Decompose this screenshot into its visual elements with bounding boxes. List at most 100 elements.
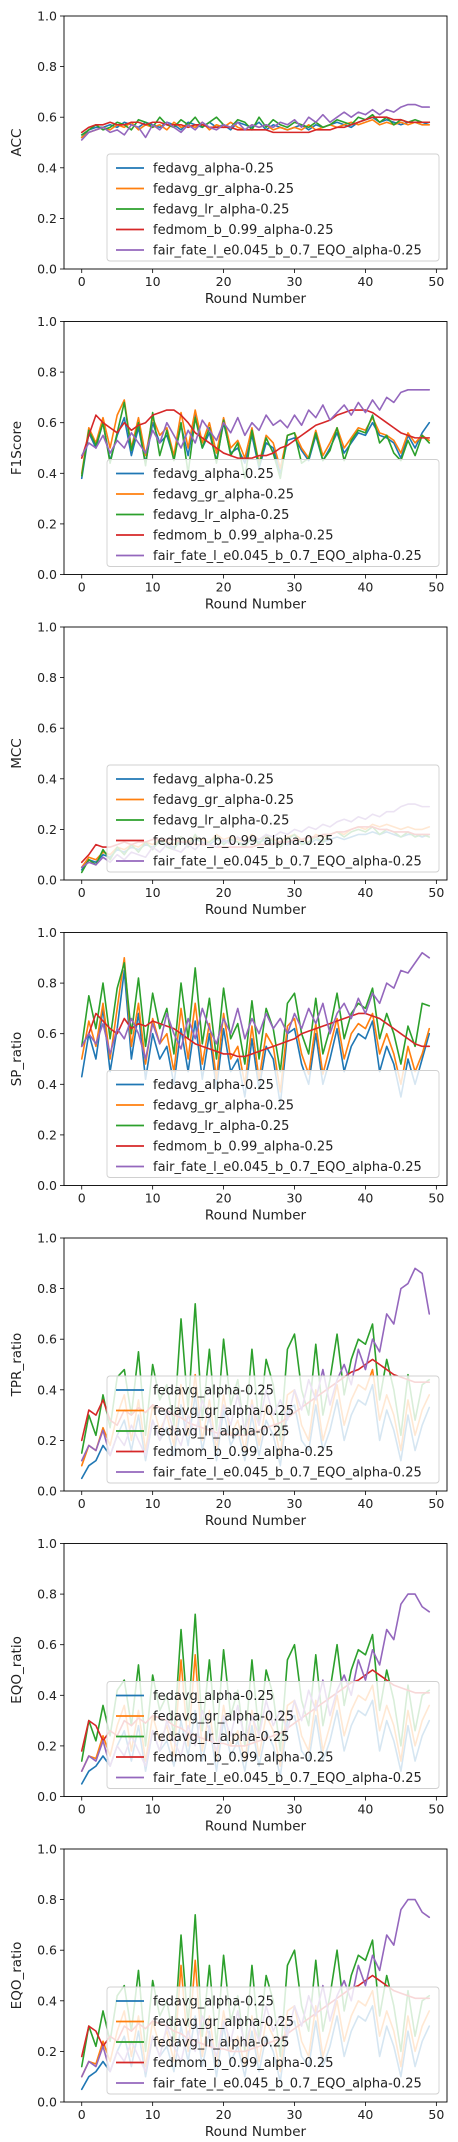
y-tick-label: 1.0 — [37, 1842, 57, 1857]
x-tick-label: 30 — [287, 2107, 303, 2122]
y-tick-label: 0.8 — [37, 976, 57, 991]
legend-box — [106, 1375, 440, 1484]
legend-label: fair_fate_l_e0.045_b_0.7_EQO_alpha-0.25 — [153, 1771, 422, 1786]
legend-label: fedavg_alpha-0.25 — [153, 162, 274, 177]
legend-label: fedavg_alpha-0.25 — [153, 1995, 274, 2010]
x-tick-label: 40 — [357, 885, 373, 900]
series-line-4 — [80, 1012, 431, 1058]
chart-panel-6: 0 10 20 30 40 50 0.0 0.2 0.4 0.6 0.8 1.0 Round Numbe… — [9, 1536, 448, 1835]
y-tick-label: 1.0 — [37, 620, 57, 635]
chart-panel-2: 0 10 20 30 40 50 0.0 0.2 0.4 0.6 0.8 1.0 Round Numbe… — [9, 314, 448, 613]
legend-box — [106, 1070, 440, 1178]
x-tick-label: 50 — [428, 1802, 444, 1817]
legend: fedavg_alpha-0.25 fedavg_gr_alpha-0.25fed… — [106, 1375, 440, 1484]
axes-frame — [63, 1237, 448, 1492]
x-axis-label: Round Number — [205, 291, 307, 307]
x-tick-label: 20 — [216, 1496, 232, 1511]
x-axis-label: Round Number — [205, 2124, 307, 2140]
legend-label: fedmom_b_0.99_alpha-0.25 — [153, 1140, 333, 1155]
x-tick-label: 40 — [357, 1191, 373, 1206]
y-tick-label: 0.6 — [37, 1332, 57, 1347]
legend-box — [106, 153, 440, 262]
x-tick-label: 50 — [428, 1191, 444, 1206]
legend-label: fedavg_alpha-0.25 — [153, 1689, 274, 1704]
legend-label: fedavg_gr_alpha-0.25 — [153, 2015, 294, 2030]
legend-label: fedavg_alpha-0.25 — [153, 1384, 274, 1399]
x-tick-label: 10 — [145, 1496, 161, 1511]
legend: fedavg_alpha-0.25 fedavg_gr_alpha-0.25fed… — [106, 1681, 440, 1789]
x-tick-label: 0 — [78, 885, 86, 900]
axes-frame — [63, 1543, 448, 1797]
legend-label: fedavg_gr_alpha-0.25 — [153, 793, 294, 808]
y-tick-label: 0.8 — [37, 1892, 57, 1907]
legend-label: fedavg_lr_alpha-0.25 — [153, 1119, 289, 1134]
y-tick-label: 0.4 — [37, 1993, 57, 2008]
x-tick-label: 10 — [145, 580, 161, 595]
y-tick-label: 0.2 — [37, 1738, 57, 1753]
y-tick-label: 1.0 — [37, 925, 57, 940]
y-tick-label: 0.2 — [37, 516, 57, 531]
axes-frame — [63, 1848, 448, 2103]
y-tick-label: 0.2 — [37, 1127, 57, 1142]
legend-box — [106, 764, 440, 873]
x-tick-label: 50 — [428, 274, 444, 289]
x-tick-label: 20 — [216, 2107, 232, 2122]
x-tick-label: 0 — [78, 1191, 86, 1206]
y-tick-label: 0.4 — [37, 1688, 57, 1703]
legend-label: fair_fate_l_e0.045_b_0.7_EQO_alpha-0.25 — [153, 244, 422, 259]
x-tick-label: 30 — [287, 274, 303, 289]
axes-frame — [63, 626, 448, 881]
legend-label: fedavg_gr_alpha-0.25 — [153, 182, 294, 197]
legend-box — [106, 1986, 440, 2095]
series-line-5 — [80, 389, 431, 457]
legend-label: fedmom_b_0.99_alpha-0.25 — [153, 834, 333, 849]
x-axis-label: Round Number — [205, 1819, 307, 1835]
legend-label: fedavg_lr_alpha-0.25 — [153, 508, 289, 523]
series-line-3 — [80, 962, 431, 1073]
x-tick-label: 30 — [287, 885, 303, 900]
legend-label: fair_fate_l_e0.045_b_0.7_EQO_alpha-0.25 — [153, 855, 422, 870]
legend-label: fair_fate_l_e0.045_b_0.7_EQO_alpha-0.25 — [153, 1466, 422, 1481]
x-tick-label: 50 — [428, 1496, 444, 1511]
y-tick-label: 0.0 — [37, 1789, 57, 1804]
y-tick-label: 0.6 — [37, 415, 57, 430]
y-tick-label: 0.4 — [37, 1382, 57, 1397]
legend-label: fedmom_b_0.99_alpha-0.25 — [153, 1751, 333, 1766]
legend: fedavg_alpha-0.25 fedavg_gr_alpha-0.25fed… — [106, 1070, 440, 1178]
legend: fedavg_alpha-0.25 fedavg_gr_alpha-0.25fed… — [106, 459, 440, 567]
chart-panel-4: 0 10 20 30 40 50 0.0 0.2 0.4 0.6 0.8 1.0 Round Numbe… — [9, 925, 448, 1224]
legend-label: fedmom_b_0.99_alpha-0.25 — [153, 2056, 333, 2071]
x-tick-label: 50 — [428, 580, 444, 595]
legend-label: fedmom_b_0.99_alpha-0.25 — [153, 1445, 333, 1460]
legend-label: fedavg_alpha-0.25 — [153, 467, 274, 482]
x-tick-label: 30 — [287, 580, 303, 595]
x-tick-label: 0 — [78, 580, 86, 595]
y-tick-label: 0.2 — [37, 1433, 57, 1448]
y-tick-label: 1.0 — [37, 1231, 57, 1246]
x-axis-label: Round Number — [205, 1513, 307, 1529]
y-tick-label: 0.0 — [37, 2095, 57, 2110]
y-axis-label: MCC — [9, 738, 25, 769]
chart-panel-3: 0 10 20 30 40 50 0.0 0.2 0.4 0.6 0.8 1.0 Round Numbe… — [9, 620, 448, 918]
y-tick-label: 0.4 — [37, 466, 57, 481]
y-tick-label: 0.4 — [37, 160, 57, 175]
y-tick-label: 0.8 — [37, 1587, 57, 1602]
x-axis-label: Round Number — [205, 902, 307, 918]
x-tick-label: 0 — [78, 1496, 86, 1511]
x-tick-label: 10 — [145, 1802, 161, 1817]
legend-label: fedavg_gr_alpha-0.25 — [153, 1710, 294, 1725]
y-tick-label: 0.0 — [37, 1178, 57, 1193]
legend-label: fedmom_b_0.99_alpha-0.25 — [153, 529, 333, 544]
series-line-5 — [80, 103, 431, 141]
x-tick-label: 30 — [287, 1802, 303, 1817]
y-tick-label: 1.0 — [37, 314, 57, 329]
y-axis-label: TPR_ratio — [9, 1333, 25, 1398]
legend-label: fedavg_alpha-0.25 — [153, 773, 274, 788]
x-tick-label: 10 — [145, 274, 161, 289]
legend-label: fedavg_lr_alpha-0.25 — [153, 1730, 289, 1745]
legend-label: fedavg_lr_alpha-0.25 — [153, 203, 289, 218]
x-tick-label: 10 — [145, 885, 161, 900]
x-tick-label: 20 — [216, 1191, 232, 1206]
series-line-3 — [80, 401, 431, 480]
legend: fedavg_alpha-0.25 fedavg_gr_alpha-0.25fed… — [106, 153, 440, 262]
